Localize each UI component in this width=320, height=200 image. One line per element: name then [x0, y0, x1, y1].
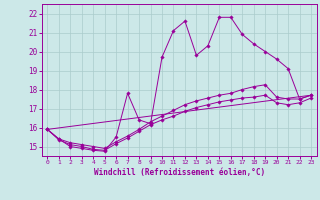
X-axis label: Windchill (Refroidissement éolien,°C): Windchill (Refroidissement éolien,°C): [94, 168, 265, 177]
